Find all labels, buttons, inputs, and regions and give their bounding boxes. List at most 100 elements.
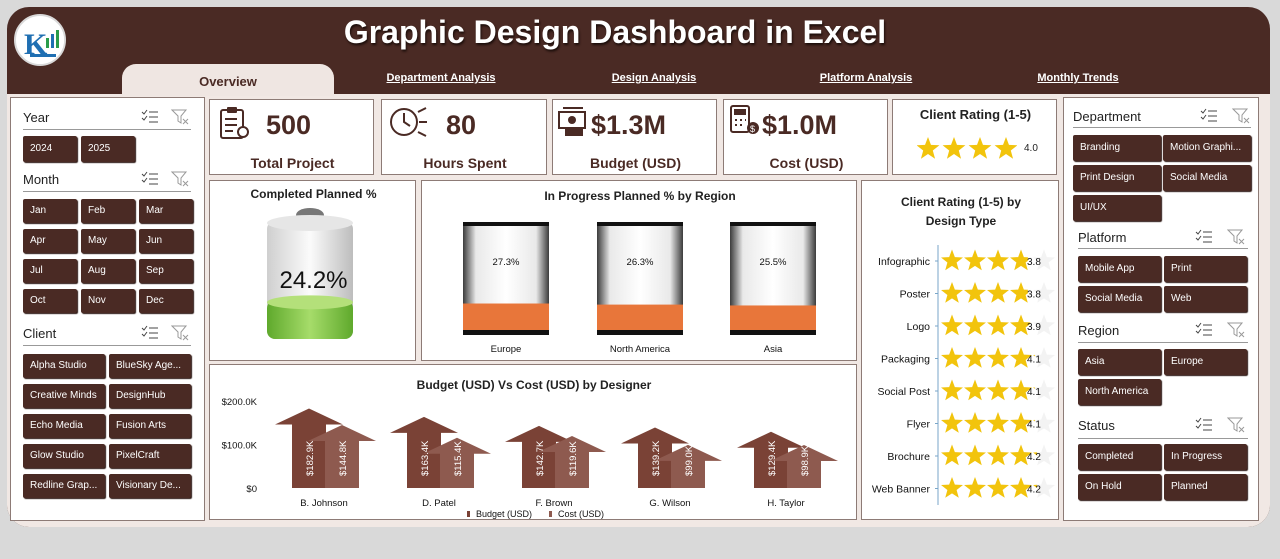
multi-select-icon[interactable] bbox=[1195, 229, 1213, 245]
month-button[interactable]: Feb bbox=[81, 199, 135, 223]
kpi-card-total-project: 500 Total Project bbox=[209, 99, 374, 175]
divider bbox=[23, 129, 191, 130]
cylinder-rim bbox=[463, 222, 549, 226]
star-empty bbox=[1033, 477, 1055, 498]
divider bbox=[1078, 248, 1248, 249]
department-button[interactable]: UI/UX bbox=[1073, 195, 1161, 221]
design-type-label: Poster bbox=[900, 289, 931, 301]
client-button[interactable]: Fusion Arts bbox=[109, 414, 191, 438]
status-button[interactable]: Completed bbox=[1078, 444, 1161, 470]
star-filled bbox=[941, 444, 963, 466]
status-button[interactable]: On Hold bbox=[1078, 474, 1161, 500]
star-filled bbox=[941, 347, 963, 368]
tab-design-analysis[interactable]: Design Analysis bbox=[611, 72, 697, 84]
budget-cost-panel: Budget (USD) Vs Cost (USD) by Designer $… bbox=[209, 364, 857, 520]
tab-platform-analysis[interactable]: Platform Analysis bbox=[819, 72, 913, 84]
kpi-card-cost: $ $1.0M Cost (USD) bbox=[723, 99, 888, 175]
month-button[interactable]: Jun bbox=[139, 229, 193, 253]
clear-filter-icon[interactable] bbox=[1227, 229, 1245, 245]
cost-data-label: $99.0K bbox=[684, 445, 695, 476]
divider bbox=[1078, 342, 1248, 343]
multi-select-icon[interactable] bbox=[141, 171, 159, 187]
month-button[interactable]: Sep bbox=[139, 259, 193, 283]
cylinder-fill bbox=[730, 305, 816, 333]
client-button[interactable]: Redline Grap... bbox=[23, 474, 105, 498]
department-button[interactable]: Branding bbox=[1073, 135, 1161, 161]
star-filled bbox=[964, 412, 986, 433]
tab-overview[interactable]: Overview bbox=[122, 64, 334, 96]
page-title: Graphic Design Dashboard in Excel bbox=[343, 14, 887, 50]
status-button[interactable]: In Progress bbox=[1164, 444, 1247, 470]
platform-button[interactable]: Social Media bbox=[1078, 286, 1161, 312]
design-type-label: Packaging bbox=[881, 354, 930, 366]
status-button[interactable]: Planned bbox=[1164, 474, 1247, 500]
design-type-label: Flyer bbox=[907, 419, 931, 431]
clear-filter-icon[interactable] bbox=[171, 325, 189, 341]
kpi-value: $1.0M bbox=[762, 110, 838, 140]
platform-button[interactable]: Mobile App bbox=[1078, 256, 1161, 282]
kpi-label: Hours Spent bbox=[423, 155, 507, 171]
department-button[interactable]: Social Media bbox=[1163, 165, 1251, 191]
tab-monthly-trends[interactable]: Monthly Trends bbox=[1037, 72, 1119, 84]
multi-select-icon[interactable] bbox=[1200, 108, 1218, 124]
client-button[interactable]: Visionary De... bbox=[109, 474, 191, 498]
battery-fill bbox=[267, 300, 353, 339]
month-button[interactable]: Oct bbox=[23, 289, 77, 313]
department-button[interactable]: Print Design bbox=[1073, 165, 1161, 191]
star-filled bbox=[987, 282, 1009, 303]
star-filled bbox=[964, 249, 986, 271]
clear-filter-icon[interactable] bbox=[1227, 417, 1245, 433]
divider bbox=[1078, 438, 1248, 439]
design-rating-value: 3.8 bbox=[1027, 290, 1041, 301]
client-button[interactable]: PixelCraft bbox=[109, 444, 191, 468]
clear-filter-icon[interactable] bbox=[1227, 322, 1245, 338]
month-button[interactable]: Nov bbox=[81, 289, 135, 313]
client-button[interactable]: Echo Media bbox=[23, 414, 105, 438]
department-button[interactable]: Motion Graphi... bbox=[1163, 135, 1251, 161]
month-button[interactable]: Mar bbox=[139, 199, 193, 223]
month-button[interactable]: Aug bbox=[81, 259, 135, 283]
region-button[interactable]: Asia bbox=[1078, 349, 1161, 375]
month-button[interactable]: Dec bbox=[139, 289, 193, 313]
star-empty bbox=[1033, 444, 1055, 466]
region-button[interactable]: Europe bbox=[1164, 349, 1247, 375]
client-button[interactable]: BlueSky Age... bbox=[109, 354, 191, 378]
clear-filter-icon[interactable] bbox=[171, 109, 189, 125]
star-filled bbox=[1010, 314, 1031, 336]
year-button[interactable]: 2024 bbox=[23, 136, 77, 162]
multi-select-icon[interactable] bbox=[1195, 322, 1213, 338]
designer-category-label: H. Taylor bbox=[767, 498, 804, 509]
kpi-card-hours-spent: 80 Hours Spent bbox=[381, 99, 547, 175]
region-value-label: 27.3% bbox=[493, 257, 520, 268]
client-button[interactable]: DesignHub bbox=[109, 384, 191, 408]
design-rating-value: 4.1 bbox=[1027, 387, 1041, 398]
money-icon bbox=[558, 107, 586, 136]
client-button[interactable]: Creative Minds bbox=[23, 384, 105, 408]
client-button[interactable]: Alpha Studio bbox=[23, 354, 105, 378]
client-button[interactable]: Glow Studio bbox=[23, 444, 105, 468]
month-button[interactable]: Jan bbox=[23, 199, 77, 223]
cylinder-rim bbox=[597, 222, 683, 226]
platform-button[interactable]: Print bbox=[1164, 256, 1247, 282]
multi-select-icon[interactable] bbox=[141, 325, 159, 341]
clear-filter-icon[interactable] bbox=[1232, 108, 1250, 124]
region-button[interactable]: North America bbox=[1078, 379, 1161, 405]
month-button[interactable]: May bbox=[81, 229, 135, 253]
month-button[interactable]: Jul bbox=[23, 259, 77, 283]
cost-bar bbox=[770, 444, 838, 488]
month-button[interactable]: Apr bbox=[23, 229, 77, 253]
designer-category-label: F. Brown bbox=[536, 498, 573, 509]
year-button[interactable]: 2025 bbox=[81, 136, 135, 162]
cost-bar bbox=[308, 425, 376, 488]
clear-filter-icon[interactable] bbox=[171, 171, 189, 187]
legend-budget: Budget (USD) bbox=[476, 509, 532, 519]
clipboard-icon bbox=[220, 107, 249, 139]
tab-department-analysis[interactable]: Department Analysis bbox=[386, 72, 496, 84]
star-filled bbox=[964, 282, 986, 303]
kpi-value: 500 bbox=[266, 110, 312, 140]
platform-button[interactable]: Web bbox=[1164, 286, 1247, 312]
cost-data-label: $144.8K bbox=[338, 440, 349, 476]
multi-select-icon[interactable] bbox=[1195, 417, 1213, 433]
multi-select-icon[interactable] bbox=[141, 109, 159, 125]
